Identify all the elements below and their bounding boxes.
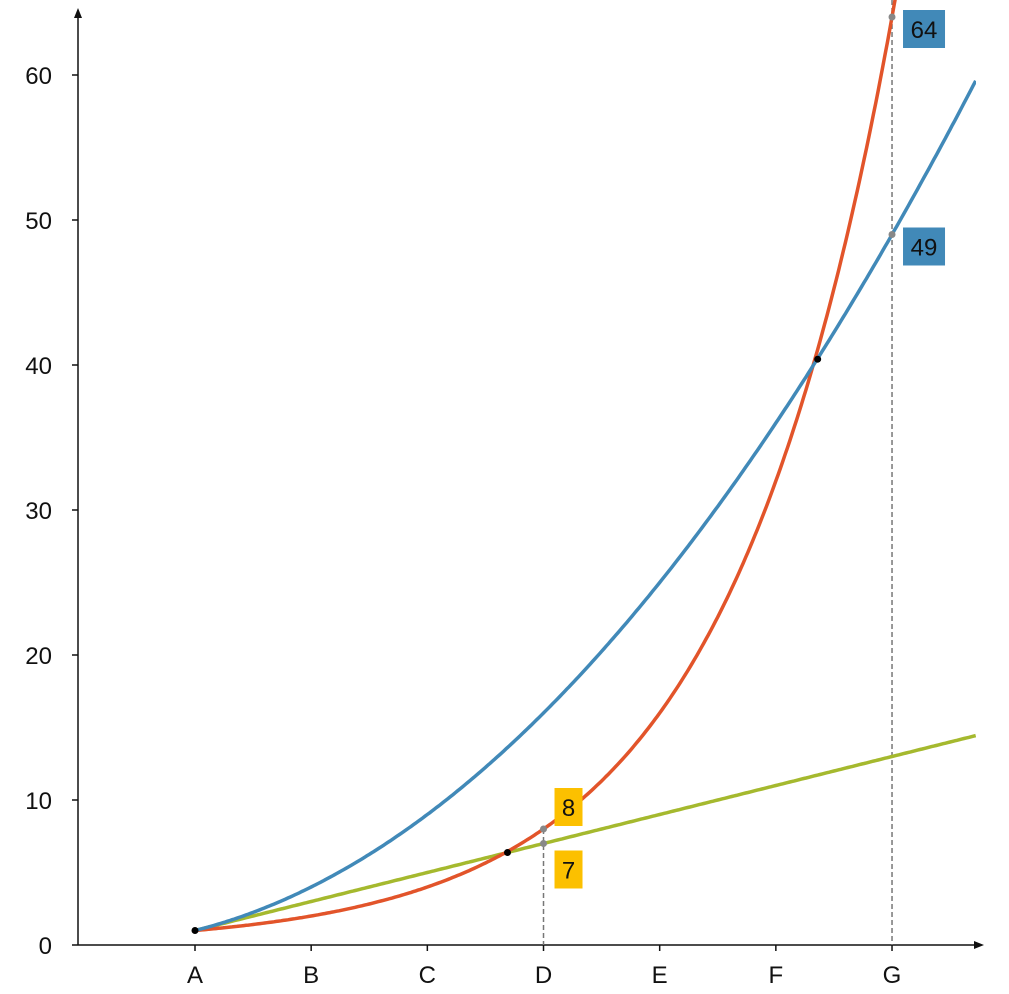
marker-label: 8: [562, 795, 575, 822]
y-tick-label: 10: [25, 788, 52, 815]
marker-point: [540, 840, 548, 847]
marker-label: 64: [911, 17, 938, 44]
marker-label-box: [554, 850, 583, 889]
series-line-2: [194, 733, 976, 933]
marker-label-box: [903, 10, 946, 48]
y-tick-label: 20: [25, 643, 52, 670]
axes: 0 10 20 30 40 50 60 A B C D E F G: [25, 8, 984, 989]
x-tick-label: B: [303, 962, 319, 989]
x-tick-label: E: [652, 962, 668, 989]
marker-labels: 8 7 64 49: [554, 10, 946, 889]
x-tick-label: G: [883, 962, 902, 989]
points: [191, 13, 896, 934]
y-tick-label: 50: [25, 208, 52, 235]
marker-label-box: [554, 788, 583, 826]
x-tick-label: A: [187, 962, 203, 989]
x-tick-label: C: [419, 962, 436, 989]
series-line-0: [194, 0, 897, 933]
marker-lines: [542, 0, 893, 945]
marker-label-box: [903, 227, 946, 266]
y-axis-arrow-icon: [74, 8, 82, 18]
intersection-point: [814, 355, 822, 363]
intersection-point: [191, 927, 199, 934]
x-axis-arrow-icon: [974, 941, 984, 949]
x-tick-label: D: [535, 962, 552, 989]
marker-point: [888, 13, 896, 21]
series-line-1: [194, 79, 976, 933]
x-tick-label: F: [769, 962, 784, 989]
marker-label: 49: [911, 235, 938, 262]
marker-point: [888, 231, 896, 238]
marker-point: [540, 825, 548, 833]
y-tick-label: 30: [25, 498, 52, 525]
y-tick-label: 0: [39, 933, 52, 960]
y-tick-label: 60: [25, 63, 52, 90]
series-lines: [194, 0, 976, 933]
y-tick-label: 40: [25, 353, 52, 380]
intersection-point: [503, 848, 511, 856]
marker-label: 7: [562, 858, 575, 885]
